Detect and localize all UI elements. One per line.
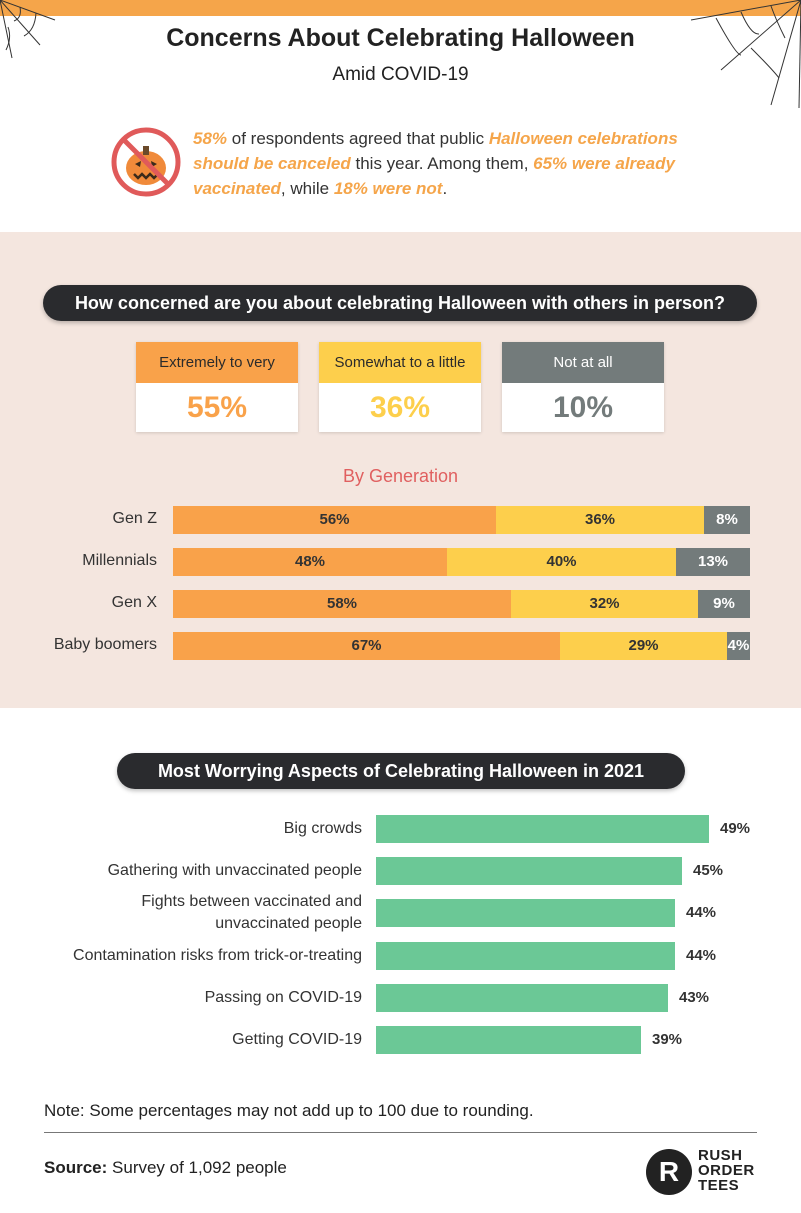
card-value: 36% <box>369 391 431 424</box>
aspect-label: Fights between vaccinated and unvaccinat… <box>141 893 362 932</box>
card-not-at-all: Not at all 10% <box>502 342 664 432</box>
generation-bar-segment: 58% <box>173 590 511 618</box>
generation-bar-segment: 13% <box>676 548 750 576</box>
logo-line: TEES <box>698 1177 740 1194</box>
intro-highlight: 18% were not <box>333 179 443 198</box>
divider <box>44 1132 757 1133</box>
card-label: Extremely to very <box>136 342 298 383</box>
generation-bar-segment: 29% <box>560 632 727 660</box>
aspect-value: 43% <box>679 989 710 1006</box>
generation-label: Gen X <box>111 594 157 611</box>
concern-question: How concerned are you about celebrating … <box>43 285 757 321</box>
logo-icon: R <box>646 1149 692 1195</box>
intro-text-part: this year. Among them, <box>350 154 534 173</box>
source: Source: Survey of 1,092 people <box>44 1158 287 1178</box>
page-title: Concerns About Celebrating Halloween <box>166 24 635 52</box>
generation-label: Millennials <box>82 552 157 569</box>
generation-bar-segment: 8% <box>704 506 750 534</box>
aspect-bar <box>376 1026 641 1054</box>
aspect-label: Contamination risks from trick-or-treati… <box>73 947 362 964</box>
card-value: 10% <box>552 391 614 424</box>
aspect-value: 44% <box>686 904 717 921</box>
generation-bar-segment: 40% <box>447 548 676 576</box>
card-value: 55% <box>186 391 248 424</box>
aspect-label: Big crowds <box>283 820 362 837</box>
logo-line: RUSH <box>698 1147 743 1164</box>
spider-web-icon <box>0 0 56 59</box>
logo-wordmark: RUSH ORDER TEES <box>698 1148 755 1193</box>
intro-highlight: Halloween celebrations should be cancele… <box>193 129 678 173</box>
aspect-bar <box>376 984 668 1012</box>
intro-text: 58% of respondents agreed that public Ha… <box>193 126 693 201</box>
generation-bar-segment: 9% <box>698 590 750 618</box>
source-label: Source: <box>44 1158 108 1177</box>
spider-web-icon <box>690 0 801 109</box>
generation-bar-segment: 48% <box>173 548 447 576</box>
aspect-label: Passing on COVID-19 <box>204 989 362 1006</box>
generation-bar-segment: 67% <box>173 632 560 660</box>
aspect-value: 44% <box>686 947 717 964</box>
logo-line: ORDER <box>698 1162 755 1179</box>
page-subtitle: Amid COVID-19 <box>332 64 469 85</box>
aspect-bar <box>376 899 675 927</box>
aspect-bar <box>376 815 709 843</box>
intro-stat: 58% <box>193 129 228 148</box>
card-label: Not at all <box>502 342 664 383</box>
aspects-title: Most Worrying Aspects of Celebrating Hal… <box>117 753 685 789</box>
no-pumpkin-icon <box>111 127 181 197</box>
card-label: Somewhat to a little <box>319 342 481 383</box>
generation-bar-segment: 32% <box>511 590 698 618</box>
aspect-value: 39% <box>652 1031 683 1048</box>
aspect-bar <box>376 857 682 885</box>
top-orange-strip <box>0 0 801 16</box>
generation-bar-segment: 56% <box>173 506 496 534</box>
source-text: Survey of 1,092 people <box>107 1158 287 1177</box>
intro-text-part: . <box>442 179 448 198</box>
generation-label: Gen Z <box>112 510 157 527</box>
aspect-label: Getting COVID-19 <box>232 1031 362 1048</box>
aspect-value: 49% <box>720 820 751 837</box>
generation-bar-segment: 4% <box>727 632 750 660</box>
card-somewhat: Somewhat to a little 36% <box>319 342 481 432</box>
intro-text-part: of respondents agreed that public <box>227 129 489 148</box>
generation-bar-segment: 36% <box>496 506 704 534</box>
aspect-value: 45% <box>693 862 724 879</box>
intro-highlight: 65% were already vaccinated <box>193 154 675 198</box>
aspect-label: Gathering with unvaccinated people <box>107 862 362 879</box>
generation-label: Baby boomers <box>53 636 157 653</box>
card-extremely: Extremely to very 55% <box>136 342 298 432</box>
aspect-bar <box>376 942 675 970</box>
footnote: Note: Some percentages may not add up to… <box>44 1101 534 1120</box>
generation-title: By Generation <box>342 466 459 486</box>
intro-text-part: , while <box>280 179 334 198</box>
